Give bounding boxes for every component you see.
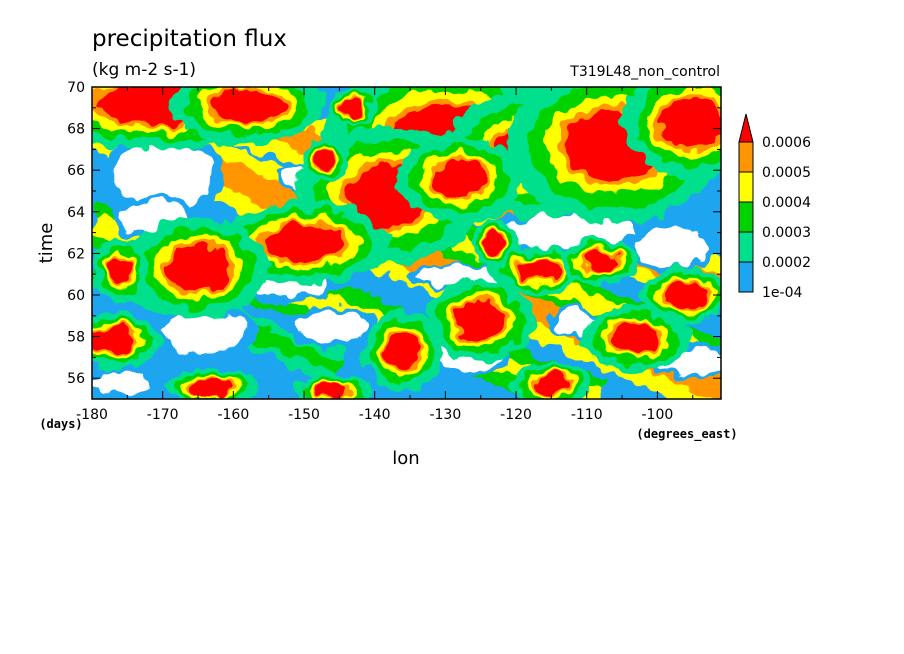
precip-cell	[664, 282, 707, 308]
dry-region	[113, 141, 213, 208]
y-tick-label: 66	[67, 163, 85, 179]
chart-units: (kg m-2 s-1)	[92, 60, 196, 80]
x-tick-label: -170	[147, 407, 179, 423]
precip-cell	[431, 159, 488, 198]
y-axis: 56 58 60 62 64 66 68 70	[67, 80, 721, 400]
x-tick-label: -140	[359, 407, 391, 423]
precip-cell	[611, 324, 661, 354]
dry-region	[636, 226, 707, 268]
precip-cell	[583, 251, 619, 273]
dry-region	[92, 369, 149, 395]
y-tick-label: 68	[67, 122, 85, 138]
chart-subtitle: T319L48_non_control	[569, 64, 720, 80]
colorbar-box	[738, 231, 754, 263]
x-tick-label: -120	[500, 407, 532, 423]
colorbar-box	[738, 261, 754, 293]
colorbar-label: 0.0002	[762, 255, 811, 271]
y-axis-label: time	[36, 223, 57, 264]
plot-area	[92, 87, 721, 399]
precip-cell	[107, 255, 133, 285]
colorbar-box	[738, 171, 754, 203]
x-tick-label: -160	[217, 407, 249, 423]
y-tick-label: 58	[67, 330, 85, 346]
x-axis: -180 -170 -160 -150 -140 -130 -120 -110 -100	[76, 87, 694, 423]
x-units-label: (degrees_east)	[636, 427, 737, 442]
precip-cell	[533, 374, 570, 395]
x-tick-label: -150	[288, 407, 320, 423]
chart-title: precipitation flux	[92, 26, 287, 52]
colorbar-label: 1e-04	[762, 285, 802, 301]
y-tick-label: 64	[67, 205, 85, 221]
colorbar: 1e-04 0.0002 0.0003 0.0004 0.0005 0.0006	[738, 113, 811, 301]
precipitation-field	[92, 87, 721, 399]
x-tick-label: -180	[76, 407, 108, 423]
colorbar-label: 0.0006	[762, 135, 811, 151]
precip-cell	[484, 232, 506, 254]
precip-cell	[314, 382, 350, 399]
colorbar-label: 0.0004	[762, 195, 811, 211]
precip-cell	[265, 224, 343, 262]
precip-cell	[660, 97, 721, 148]
y-tick-label: 60	[67, 288, 85, 304]
y-tick-label: 56	[67, 371, 85, 387]
precip-cell	[342, 99, 365, 117]
dry-region	[296, 309, 368, 343]
x-tick-label: -100	[642, 407, 674, 423]
colorbar-box	[738, 141, 754, 173]
precip-cell	[166, 245, 230, 291]
dry-region	[551, 309, 594, 335]
y-units-label: (days)	[39, 417, 82, 431]
precip-cell	[92, 328, 135, 354]
y-tick-label: 62	[67, 246, 85, 262]
precip-cell	[385, 332, 421, 370]
precip-cell	[314, 149, 336, 171]
colorbar-box	[738, 201, 754, 233]
precip-cell	[516, 259, 559, 281]
dry-region	[162, 311, 248, 354]
x-tick-label: -110	[571, 407, 603, 423]
colorbar-label: 0.0005	[762, 165, 811, 181]
colorbar-label: 0.0003	[762, 225, 811, 241]
y-tick-label: 70	[67, 80, 85, 96]
precip-cell	[212, 89, 283, 123]
precip-cell	[190, 378, 234, 395]
colorbar-extend-arrow	[738, 113, 754, 143]
x-tick-label: -130	[429, 407, 461, 423]
x-axis-label: lon	[392, 448, 419, 469]
plot-frame	[91, 86, 722, 400]
precip-cell	[455, 301, 506, 339]
